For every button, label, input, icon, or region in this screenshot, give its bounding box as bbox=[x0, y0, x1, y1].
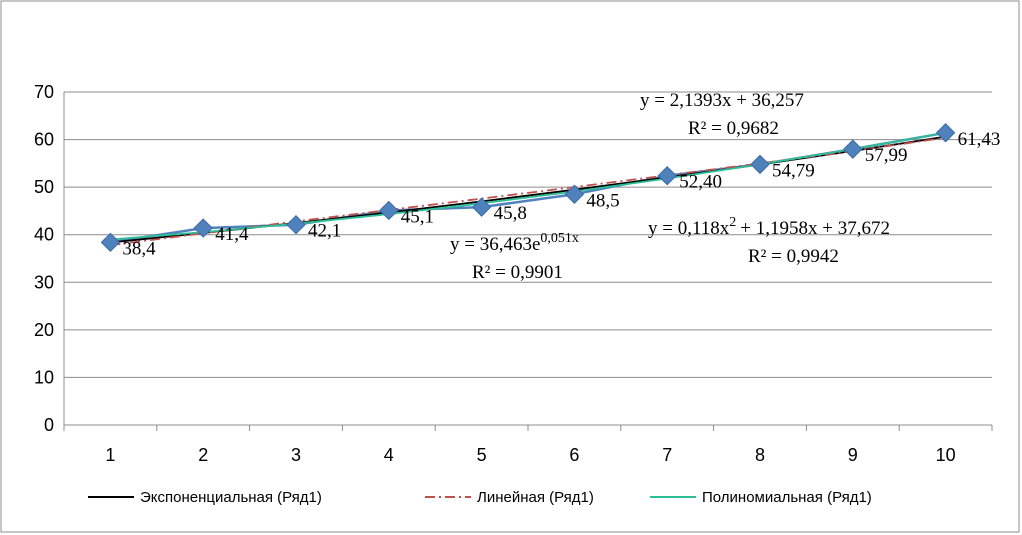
x-tick-label: 7 bbox=[662, 445, 672, 465]
legend-label: Экспоненциальная (Ряд1) bbox=[140, 489, 322, 506]
marker bbox=[657, 166, 677, 186]
y-tick-label: 0 bbox=[44, 415, 54, 435]
y-tick-label: 10 bbox=[34, 367, 54, 387]
r-squared: R² = 0,9942 bbox=[748, 246, 839, 267]
legend-label: Линейная (Ряд1) bbox=[477, 489, 594, 506]
trendline-equation: y = 2,1393x + 36,257 bbox=[640, 90, 804, 111]
equation-part: y = 0,118x bbox=[648, 218, 730, 239]
equation-part: + 1,1958x + 37,672 bbox=[740, 218, 890, 239]
x-tick-label: 2 bbox=[198, 445, 208, 465]
x-tick-label: 8 bbox=[755, 445, 765, 465]
marker bbox=[935, 123, 956, 143]
marker bbox=[193, 218, 213, 238]
data-label: 52,40 bbox=[679, 172, 722, 193]
y-tick-label: 70 bbox=[34, 82, 54, 102]
marker bbox=[286, 215, 306, 235]
y-tick-label: 20 bbox=[34, 320, 54, 340]
x-tick-label: 4 bbox=[384, 445, 394, 465]
marker bbox=[750, 154, 770, 175]
r-squared: R² = 0,9682 bbox=[688, 118, 779, 139]
data-label: 45,8 bbox=[494, 203, 527, 224]
trendline-equation: y = 0,118x2 + 1,1958x + 37,672 bbox=[648, 215, 890, 239]
data-label: 48,5 bbox=[586, 190, 619, 211]
data-label: 38,4 bbox=[122, 238, 156, 259]
marker bbox=[564, 184, 585, 204]
data-label: 57,99 bbox=[865, 145, 908, 166]
x-tick-label: 1 bbox=[105, 445, 115, 465]
trendline bbox=[110, 131, 946, 241]
legend-label: Полиномиальная (Ряд1) bbox=[702, 489, 872, 506]
marker bbox=[379, 200, 399, 221]
x-tick-label: 6 bbox=[569, 445, 579, 465]
data-label: 45,1 bbox=[401, 206, 434, 227]
data-label: 61,43 bbox=[958, 129, 1001, 150]
data-label: 54,79 bbox=[772, 160, 815, 181]
x-tick-label: 10 bbox=[936, 445, 956, 465]
data-label: 41,4 bbox=[215, 224, 249, 245]
marker bbox=[100, 232, 121, 253]
marker bbox=[471, 197, 492, 217]
x-tick-label: 9 bbox=[848, 445, 858, 465]
data-label: 42,1 bbox=[308, 221, 341, 242]
y-tick-label: 60 bbox=[34, 130, 54, 150]
r-squared: R² = 0,9901 bbox=[472, 262, 563, 283]
equation-part: y = 2,1393x + 36,257 bbox=[640, 90, 804, 111]
x-tick-label: 5 bbox=[477, 445, 487, 465]
equation-part: 0,051x bbox=[540, 231, 579, 246]
y-tick-label: 50 bbox=[34, 177, 54, 197]
y-tick-label: 40 bbox=[34, 225, 54, 245]
y-tick-label: 30 bbox=[34, 272, 54, 292]
equation-part: y = 36,463e bbox=[450, 234, 540, 255]
x-tick-label: 3 bbox=[291, 445, 301, 465]
equation-part: 2 bbox=[729, 215, 736, 230]
marker bbox=[843, 139, 863, 159]
trendline-equation: y = 36,463e0,051x bbox=[450, 231, 579, 255]
